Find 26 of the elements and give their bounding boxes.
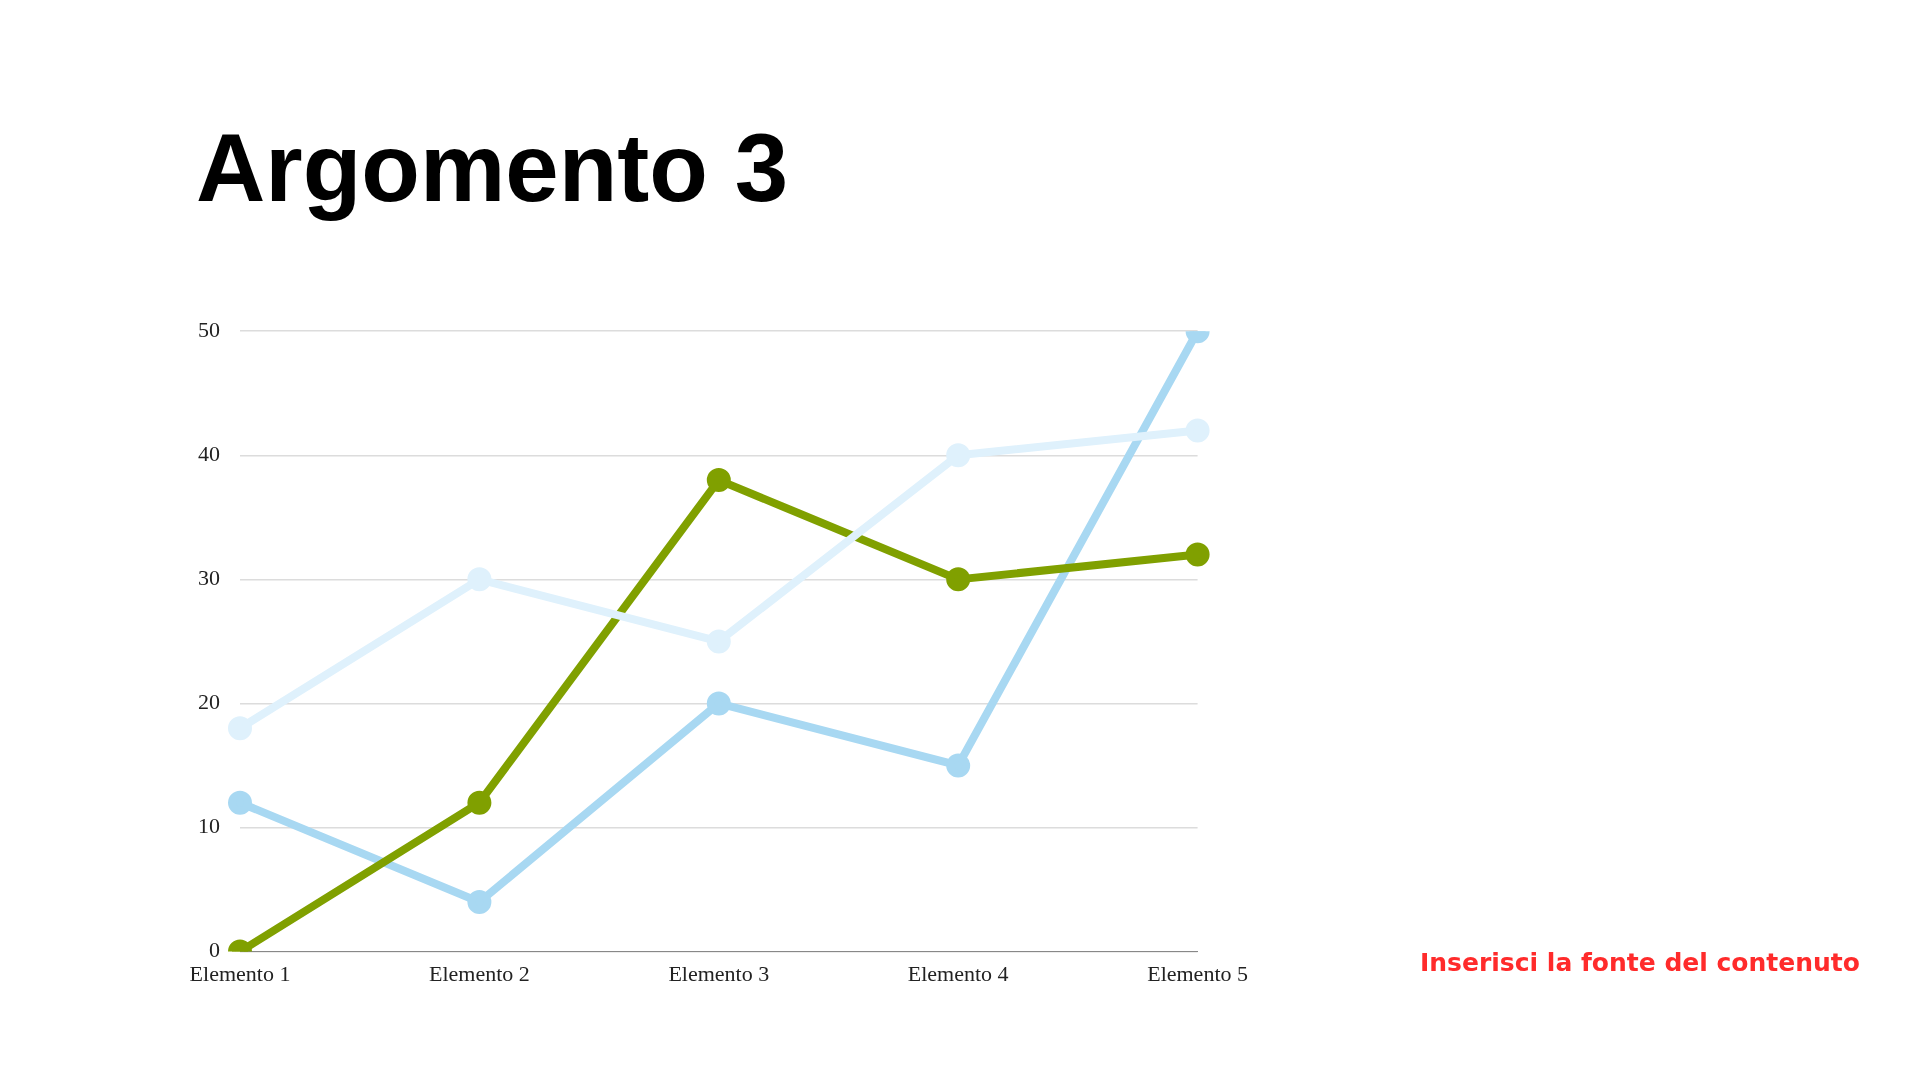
point [1185, 542, 1210, 567]
x-tick-label: Elemento 5 [1147, 960, 1248, 986]
point [946, 443, 971, 468]
point [706, 691, 731, 716]
point [228, 716, 252, 741]
point [946, 753, 971, 778]
x-tick-label: Elemento 1 [189, 960, 291, 986]
point [467, 889, 492, 914]
point [467, 567, 492, 592]
y-tick-label: 20 [198, 689, 220, 715]
y-tick-label: 0 [209, 937, 220, 963]
point [228, 790, 252, 815]
x-tick-label: Elemento 3 [668, 960, 770, 986]
x-tick-label: Elemento 2 [428, 960, 530, 986]
point [706, 629, 731, 654]
y-tick-label: 40 [198, 441, 220, 467]
point [706, 468, 731, 493]
chart-title: Argomento 3 [196, 113, 789, 223]
y-tick-label: 30 [198, 565, 220, 591]
y-tick-label: 50 [198, 316, 220, 342]
point [467, 790, 492, 815]
point [1185, 418, 1210, 443]
y-tick-label: 10 [198, 813, 220, 839]
text: Inserisci la fonte del contenuto [1420, 948, 1860, 977]
x-tick-label: Elemento 4 [907, 960, 1009, 986]
point [946, 567, 971, 592]
